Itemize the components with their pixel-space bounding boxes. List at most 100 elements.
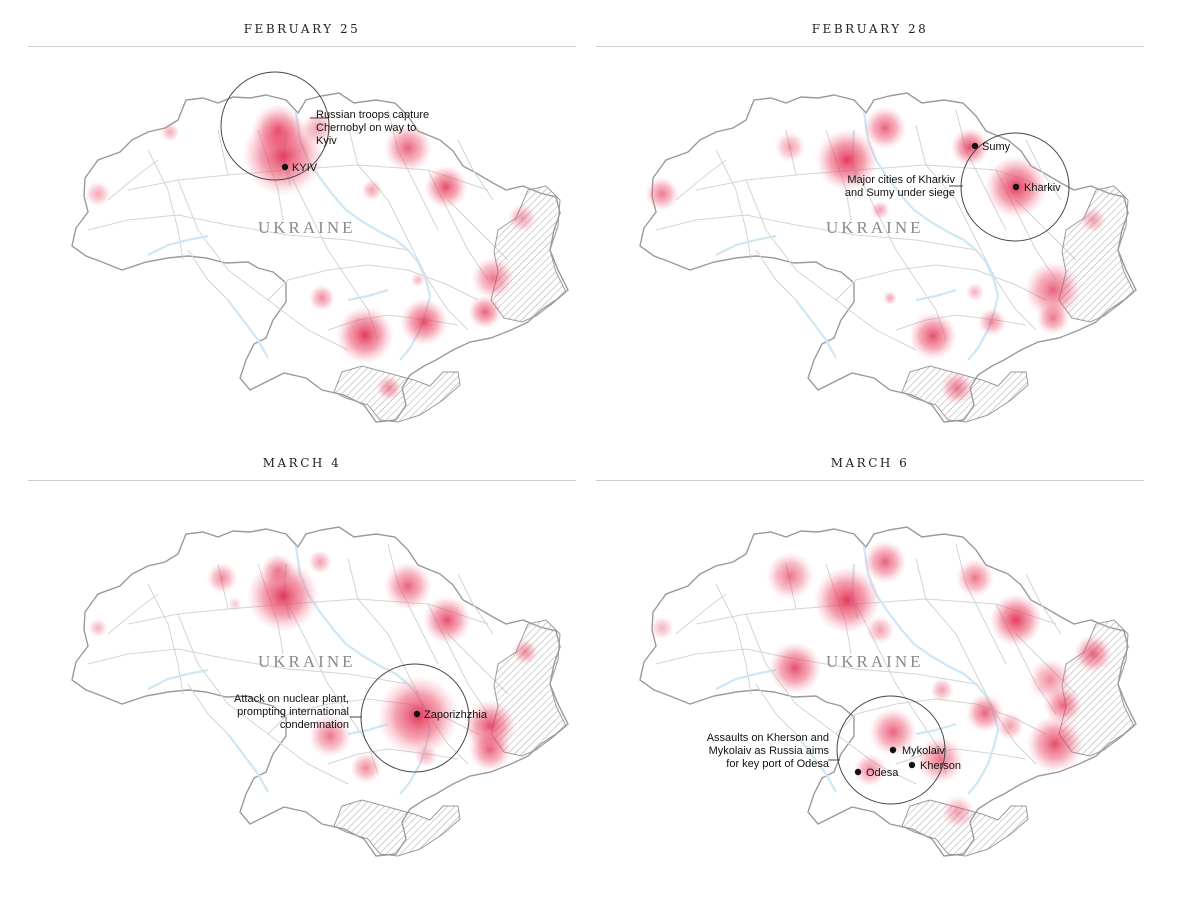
attack-hotspot [1036, 301, 1070, 335]
attack-hotspot [301, 111, 335, 145]
river-line [147, 668, 209, 690]
attack-hotspot [863, 540, 907, 584]
attack-hotspot [815, 128, 879, 192]
attack-hotspot [251, 103, 305, 157]
road-line [835, 264, 1047, 301]
attack-hotspot [308, 284, 336, 312]
river-line [715, 668, 777, 690]
river-line [227, 733, 269, 793]
road-line [715, 583, 752, 695]
road-line [107, 593, 159, 635]
focus-circle [360, 663, 470, 773]
road-line [1025, 573, 1062, 635]
road-line [217, 129, 229, 176]
map-panel-2: FEBRUARY 28 UKRAINE Sumy Kharkiv Major ci… [596, 0, 1144, 440]
road-line [955, 543, 1007, 665]
attack-hotspot [160, 122, 180, 142]
attack-hotspot [813, 566, 881, 634]
attack-hotspot [308, 550, 332, 574]
focus-circle [220, 71, 330, 181]
attack-hotspot [650, 616, 674, 640]
attack-hotspot [414, 744, 438, 768]
annotation-line: Kyiv [316, 135, 337, 147]
road-line [655, 214, 977, 251]
city-label: Sumy [982, 141, 1011, 153]
attack-hotspot [766, 552, 814, 600]
focus-circle [960, 132, 1070, 242]
attack-hotspot [1073, 634, 1113, 674]
road-line [915, 558, 927, 600]
country-label: UKRAINE [258, 652, 356, 671]
occupied-crimea-hatch [333, 799, 461, 857]
map-panel-4: MARCH 6 UKRAINE Mykolaiv Odesa Kherson Ass… [596, 434, 1144, 874]
road-line [755, 249, 797, 301]
city-label: Mykolaiv [902, 745, 945, 757]
title-divider [596, 46, 1144, 47]
attack-hotspot [507, 203, 537, 233]
map-panel-1: FEBRUARY 25 UKRAINE KYIV Russian troops … [28, 0, 576, 440]
annotation-line: Chernobyl on way to [316, 122, 417, 134]
attack-hotspot [1026, 715, 1084, 773]
road-line [187, 249, 229, 301]
river-line [862, 545, 1000, 795]
attack-hotspot [308, 714, 352, 758]
attack-hotspot [468, 295, 502, 329]
road-line [147, 149, 184, 261]
panel-date-title: MARCH 4 [262, 456, 342, 470]
panel-date-title: MARCH 6 [830, 456, 910, 470]
road-line [715, 149, 752, 261]
attack-hotspot [410, 272, 426, 288]
annotation-line: and Sumy under siege [844, 187, 955, 199]
attack-hotspot [940, 371, 974, 405]
attack-hotspot [774, 131, 806, 163]
city-dot [281, 163, 289, 171]
annotation-line: Attack on nuclear plant, [234, 693, 349, 705]
attack-hotspot [965, 693, 1005, 733]
attack-hotspot [336, 306, 394, 364]
attack-hotspot [768, 641, 822, 695]
annotation-line: for key port of Odesa [726, 758, 829, 770]
city-label: Kharkiv [1024, 182, 1061, 194]
country-label: UKRAINE [826, 652, 924, 671]
attack-hotspot [950, 127, 990, 167]
attack-hotspot [863, 106, 907, 150]
attack-hotspot [400, 298, 448, 346]
ukraine-map: UKRAINE Sumy Kharkiv [639, 92, 1137, 423]
road-line [457, 573, 494, 635]
attack-hotspot [977, 307, 1007, 337]
attack-hotspot [384, 562, 432, 610]
annotation-text: Attack on nuclear plant, prompting intern… [234, 693, 349, 732]
annotation-line: condemnation [279, 719, 349, 731]
ukraine-map: UKRAINE Zaporizhzhia [71, 526, 569, 857]
attack-hotspot [206, 562, 238, 594]
attack-hotspot [995, 711, 1025, 741]
city-dot [971, 142, 979, 150]
annotation-text: Major cities of Kharkiv and Sumy under si… [845, 174, 955, 200]
country-outline [71, 526, 569, 857]
attack-hotspot [989, 593, 1043, 647]
road-line [915, 124, 927, 166]
attack-hotspot [511, 638, 539, 666]
river-line [715, 234, 777, 256]
road-line [327, 748, 459, 765]
attack-hotspot [423, 596, 471, 644]
city-dot [854, 768, 862, 776]
country-label: UKRAINE [258, 218, 356, 237]
annotation-text: Assaults on Kherson and Mykolaiv as Russi… [707, 732, 829, 771]
city-label: Kherson [920, 760, 961, 772]
annotation-line: Russian troops capture [316, 109, 430, 121]
road-line [107, 159, 159, 201]
road-line [147, 583, 184, 695]
attack-hotspot [965, 282, 985, 302]
annotation-line: Assaults on Kherson and [706, 732, 829, 744]
city-dot [413, 710, 421, 718]
annotation-text: Russian troops capture Chernobyl on way t… [316, 109, 429, 148]
road-line [457, 139, 494, 201]
road-line [755, 683, 797, 735]
attack-hotspot [941, 795, 975, 829]
river-line [347, 288, 389, 302]
river-line [915, 722, 957, 736]
attack-hotspot [350, 752, 382, 784]
attack-hotspot [909, 312, 957, 360]
